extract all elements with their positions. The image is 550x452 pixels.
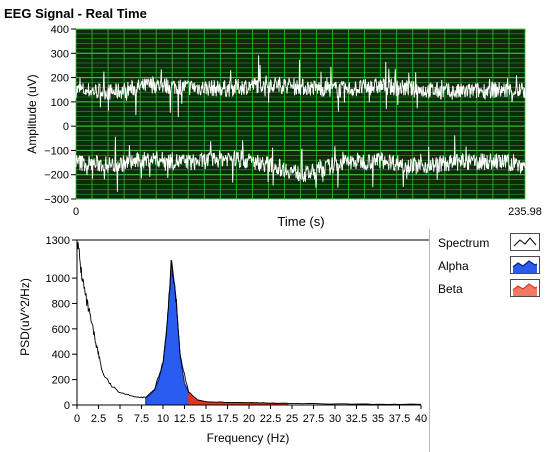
psd-x-tick-label: 20 [243, 413, 255, 425]
psd-x-tick-label: 22.5 [260, 413, 281, 425]
y-tick-label: 200 [51, 73, 69, 85]
lower-signal-trace [75, 135, 526, 192]
y-tick-label: 100 [51, 97, 69, 109]
eeg-signal-traces [75, 55, 526, 192]
psd-x-tick-label: 0 [74, 413, 80, 425]
x-tick-label: 0 [73, 206, 79, 218]
psd-spectrum-line [76, 242, 422, 405]
psd-y-tick-label: 200 [52, 375, 70, 387]
psd-y-tick-label: 600 [52, 324, 70, 336]
alpha-band-area [145, 260, 190, 406]
psd-x-tick-label: 35 [372, 413, 384, 425]
time-axis-label: Time (s) [277, 214, 324, 229]
psd-x-tick-label: 40 [415, 413, 427, 425]
psd-x-tick-label: 5 [117, 413, 123, 425]
psd-y-tick-label: 1300 [46, 235, 70, 247]
frequency-axis-label: Frequency (Hz) [207, 431, 290, 445]
psd-x-tick-label: 17.5 [217, 413, 238, 425]
spectrum-line-icon [510, 233, 540, 251]
eeg-axes: 400 300 200 100 0 −100 −200 −300 0 235.98 [44, 24, 542, 218]
legend-item-alpha[interactable]: Alpha [438, 256, 544, 276]
beta-area-icon [510, 279, 540, 297]
psd-axis-label: PSD(uV^2/Hz) [18, 278, 32, 356]
psd-x-tick-label: 2.5 [91, 413, 106, 425]
amplitude-axis-label: Amplitude (uV) [25, 74, 39, 153]
legend-item-beta[interactable]: Beta [438, 279, 544, 299]
psd-x-tick-label: 12.5 [174, 413, 195, 425]
y-tick-label: −300 [44, 194, 69, 206]
window-title: EEG Signal - Real Time [4, 6, 147, 21]
psd-axes: 1300 1000 800 600 400 200 00 2.5 5 7.5 10 12.5 15 17.… [46, 235, 429, 425]
psd-x-tick-label: 32.5 [346, 413, 367, 425]
psd-x-tick-label: 27.5 [303, 413, 324, 425]
psd-y-tick-label: 1000 [46, 273, 70, 285]
legend-label-alpha: Alpha [438, 259, 469, 273]
psd-x-tick-label: 15 [200, 413, 212, 425]
psd-y-tick-label: 400 [52, 349, 70, 361]
eeg-grid [75, 28, 526, 200]
psd-x-tick-label: 37.5 [389, 413, 410, 425]
y-tick-label: 0 [63, 121, 69, 133]
legend-item-spectrum[interactable]: Spectrum [438, 233, 544, 253]
legend-label-spectrum: Spectrum [438, 236, 490, 250]
psd-chart: 1300 1000 800 600 400 200 00 2.5 5 7.5 10 12.5 15 17.… [18, 235, 429, 445]
eeg-signal-chart: 400 300 200 100 0 −100 −200 −300 0 235.98 Amplitu… [25, 24, 542, 229]
psd-band-fills [145, 260, 289, 406]
psd-legend: Spectrum Alpha Beta [429, 229, 550, 452]
psd-x-tick-label: 10 [157, 413, 169, 425]
legend-label-beta: Beta [438, 282, 463, 296]
psd-y-tick-label: 800 [52, 298, 70, 310]
psd-x-tick-label: 7.5 [134, 413, 149, 425]
y-tick-label: 400 [51, 24, 69, 36]
x-tick-label: 235.98 [508, 206, 542, 218]
y-tick-label: −100 [44, 145, 69, 157]
y-tick-label: −200 [44, 170, 69, 182]
y-tick-label: 300 [51, 48, 69, 60]
spectrum-line [76, 242, 422, 405]
upper-signal-trace [75, 55, 526, 118]
psd-y-tick-label: 0 [64, 400, 70, 412]
alpha-area-icon [510, 256, 540, 274]
psd-x-tick-label: 30 [329, 413, 341, 425]
psd-x-tick-label: 25 [286, 413, 298, 425]
